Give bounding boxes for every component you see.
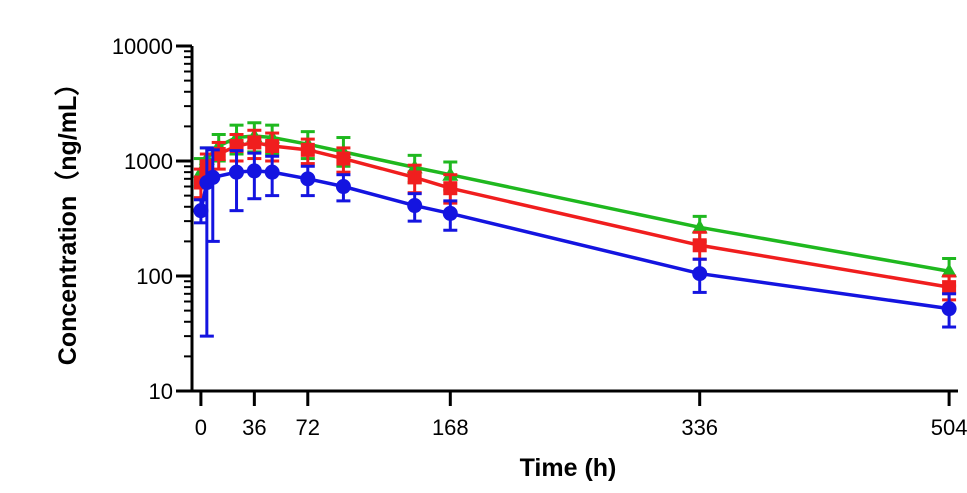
- data-point: [692, 266, 708, 282]
- series-square: [193, 128, 957, 302]
- y-axis-title: Concentration（ng/mL）: [53, 71, 82, 365]
- data-point: [335, 179, 351, 195]
- x-tick-label: 36: [242, 415, 266, 440]
- x-tick-label: 72: [296, 415, 320, 440]
- data-point: [229, 164, 245, 180]
- data-point: [193, 203, 209, 219]
- data-point: [941, 301, 957, 317]
- data-point: [407, 198, 423, 214]
- data-point: [443, 181, 458, 196]
- data-point: [336, 151, 351, 166]
- y-tick-label: 1000: [124, 149, 173, 174]
- y-tick-label: 100: [136, 264, 173, 289]
- x-tick-label: 504: [931, 415, 967, 440]
- x-axis: 0 36 72 168 336 504: [192, 389, 967, 440]
- data-point: [442, 205, 458, 221]
- data-point: [247, 135, 262, 150]
- data-point: [264, 164, 280, 180]
- x-tick-label: 168: [432, 415, 469, 440]
- y-tick-label: 10000: [112, 34, 173, 59]
- data-point: [265, 139, 280, 154]
- series-line: [199, 169, 950, 311]
- data-point: [300, 142, 315, 157]
- x-tick-label: 336: [681, 415, 718, 440]
- x-tick-label: 0: [195, 415, 207, 440]
- y-axis: 10 100 1000 10000: [112, 34, 194, 404]
- data-point: [205, 169, 221, 185]
- y-tick-label: 10: [149, 379, 173, 404]
- data-point: [246, 163, 262, 179]
- plot-area: [192, 121, 958, 338]
- data-point: [692, 238, 707, 253]
- data-point: [941, 263, 958, 278]
- x-axis-title: Time (h): [520, 454, 617, 482]
- data-point: [300, 171, 316, 187]
- data-point: [407, 170, 422, 185]
- data-point: [691, 219, 708, 234]
- series-circle: [193, 146, 957, 338]
- data-point: [942, 280, 957, 295]
